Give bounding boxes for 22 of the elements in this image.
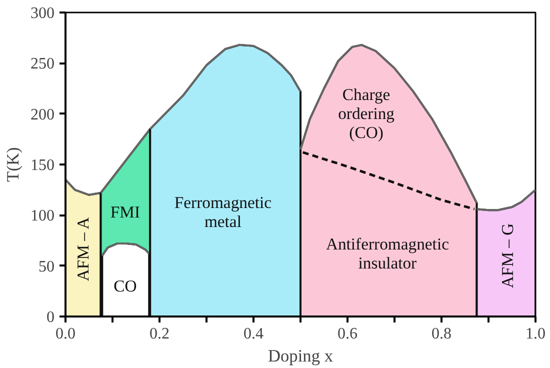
annotation: CO	[114, 276, 137, 296]
x-axis-title: Doping x	[268, 346, 334, 366]
x-tick-label: 0.4	[244, 326, 264, 342]
y-tick-label: 50	[38, 258, 54, 276]
y-tick-label: 150	[30, 157, 54, 174]
annotation: Antiferromagnetic insulator	[326, 234, 449, 273]
annotation: AFM – G	[498, 223, 517, 288]
y-tick-label: 0	[46, 309, 54, 326]
annotation: FMI	[110, 202, 140, 222]
y-axis-title: T(K)	[4, 146, 22, 182]
x-tick-label: 0.2	[150, 326, 170, 342]
x-tick-label: 1.0	[526, 326, 546, 342]
y-tick-label: 300	[30, 5, 54, 22]
annotation: AFM – A	[73, 217, 92, 282]
y-tick-label: 200	[30, 106, 54, 124]
y-tick-label: 100	[30, 208, 54, 225]
y-tick-label: 250	[30, 56, 54, 73]
x-tick-label: 0.8	[432, 326, 452, 342]
annotation: Ferromagnetic metal	[174, 193, 272, 232]
x-tick-label: 0.0	[56, 326, 76, 342]
annotation: Charge ordering (CO)	[338, 85, 396, 142]
x-tick-label: 0.6	[338, 326, 358, 342]
